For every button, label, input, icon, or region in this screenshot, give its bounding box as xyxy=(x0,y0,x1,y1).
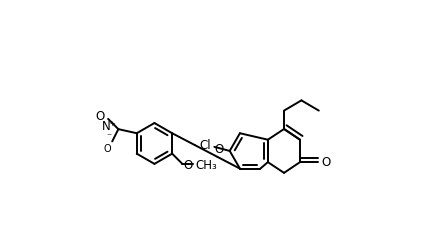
Text: Cl: Cl xyxy=(200,139,211,152)
Text: N⁺: N⁺ xyxy=(102,120,117,133)
Text: CH₃: CH₃ xyxy=(195,159,217,172)
Text: O: O xyxy=(215,143,224,156)
Text: O: O xyxy=(184,159,193,172)
Text: O: O xyxy=(95,110,104,123)
Text: O: O xyxy=(322,156,331,169)
Text: ⁻
O: ⁻ O xyxy=(103,133,111,154)
